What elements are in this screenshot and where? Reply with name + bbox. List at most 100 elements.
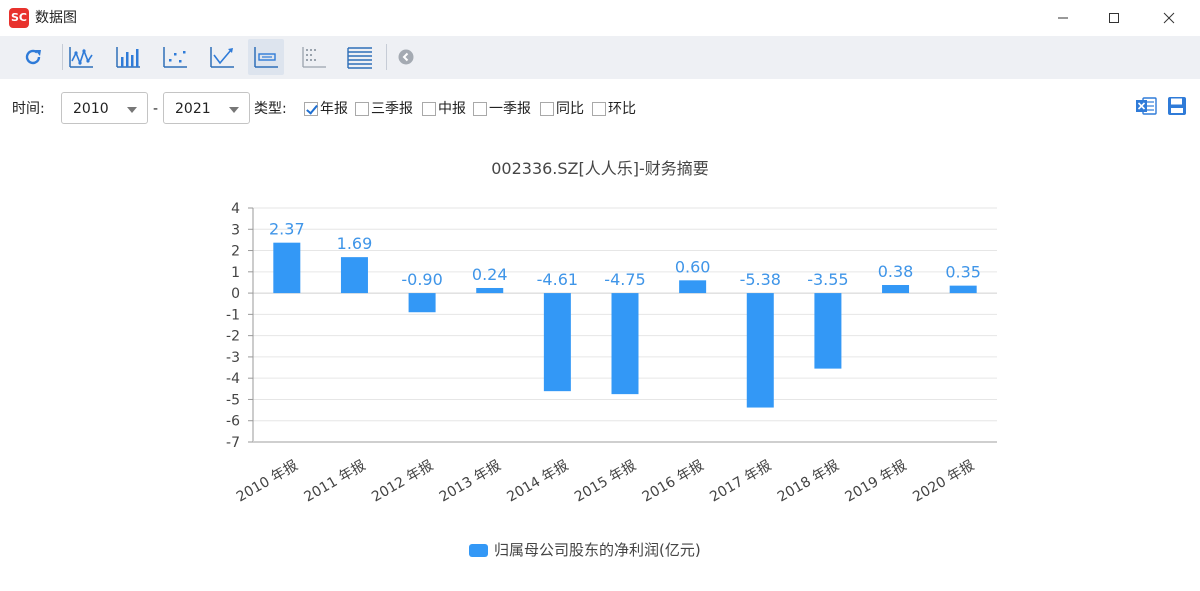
bar-chart-button[interactable] <box>110 39 146 75</box>
data-label: 1.69 <box>337 234 373 253</box>
table-lines-icon <box>347 47 372 69</box>
y-tick-label: -2 <box>226 329 240 345</box>
year-from-value: 2010 <box>73 101 109 117</box>
data-label: 0.24 <box>472 265 508 284</box>
chevron-down-icon <box>229 107 239 113</box>
chart-bar[interactable] <box>679 280 707 294</box>
chart-bar[interactable] <box>408 293 436 313</box>
refresh-button[interactable] <box>15 39 51 75</box>
legend-label: 归属母公司股东的净利润(亿元) <box>494 541 701 559</box>
save-button[interactable] <box>1166 95 1188 117</box>
data-label: 0.60 <box>675 257 711 276</box>
chart-bar[interactable] <box>340 257 368 294</box>
x-tick-label: 2016 年报 <box>640 458 707 506</box>
time-label: 时间: <box>12 101 45 117</box>
close-button[interactable] <box>1146 0 1192 36</box>
y-tick-label: 4 <box>231 201 240 217</box>
trend-chart-icon <box>210 47 234 68</box>
type-checkbox-q1[interactable]: 一季报 <box>473 100 531 118</box>
type-checkbox-interim[interactable]: 中报 <box>422 100 466 118</box>
line-chart-icon <box>69 47 93 68</box>
chart-bar[interactable] <box>814 293 842 369</box>
year-to-select[interactable]: 2021 <box>163 92 250 124</box>
x-tick-label: 2015 年报 <box>572 458 639 506</box>
data-label: 2.37 <box>269 220 305 239</box>
y-tick-label: -4 <box>226 371 240 387</box>
bar-chart-icon <box>116 47 140 68</box>
data-label: -4.75 <box>604 270 645 289</box>
type-label: 类型: <box>254 101 287 117</box>
filter-bar: 时间: 2010 - 2021 类型: 年报 三季报 中报 一季报 同比 环比 <box>0 90 1200 128</box>
chart-bar[interactable] <box>949 285 977 294</box>
toolbar-separator <box>62 44 63 70</box>
type-checkbox-label: 年报 <box>320 101 348 117</box>
x-tick-label: 2017 年报 <box>707 458 774 506</box>
maximize-button[interactable] <box>1091 0 1137 36</box>
chart-bar[interactable] <box>746 293 774 408</box>
data-label: -0.90 <box>401 270 442 289</box>
data-label-icon <box>254 47 278 68</box>
checkbox-qoq[interactable] <box>592 102 606 116</box>
type-checkbox-label: 一季报 <box>489 101 531 117</box>
y-tick-label: 0 <box>231 286 240 302</box>
type-checkbox-yoy[interactable]: 同比 <box>540 100 584 118</box>
type-checkbox-label: 环比 <box>608 101 636 117</box>
x-tick-label: 2019 年报 <box>843 458 910 506</box>
title-bar: SC 数据图 <box>0 0 1200 36</box>
x-tick-label: 2011 年报 <box>301 458 368 506</box>
year-to-value: 2021 <box>175 101 211 117</box>
y-tick-label: -7 <box>226 435 240 451</box>
type-checkbox-label: 三季报 <box>371 101 413 117</box>
close-icon <box>1163 12 1175 24</box>
chart-bar[interactable] <box>476 287 504 294</box>
chart-toolbar <box>0 36 1200 79</box>
checkbox-yoy[interactable] <box>540 102 554 116</box>
data-label: -4.61 <box>537 270 578 289</box>
type-checkbox-q3[interactable]: 三季报 <box>355 100 413 118</box>
data-label-button[interactable] <box>248 39 284 75</box>
type-checkbox-label: 同比 <box>556 101 584 117</box>
year-from-select[interactable]: 2010 <box>61 92 148 124</box>
checkbox-q3[interactable] <box>355 102 369 116</box>
y-tick-label: -1 <box>226 307 240 323</box>
type-checkbox-annual[interactable]: 年报 <box>304 100 348 118</box>
y-tick-label: -5 <box>226 392 240 408</box>
table-lines-button[interactable] <box>342 39 378 75</box>
checkbox-interim[interactable] <box>422 102 436 116</box>
horizontal-list-button[interactable] <box>296 39 332 75</box>
minimize-button[interactable] <box>1040 0 1086 36</box>
checkbox-q1[interactable] <box>473 102 487 116</box>
chart-bar[interactable] <box>273 242 301 294</box>
trend-chart-button[interactable] <box>204 39 240 75</box>
minimize-icon <box>1058 17 1068 19</box>
scatter-chart-icon <box>163 47 187 68</box>
y-tick-label: 3 <box>231 222 240 238</box>
x-tick-label: 2013 年报 <box>437 458 504 506</box>
chart-bar[interactable] <box>543 293 571 392</box>
excel-export-icon <box>1136 97 1157 115</box>
chart-title: 002336.SZ[人人乐]-财务摘要 <box>491 159 709 178</box>
type-checkbox-qoq[interactable]: 环比 <box>592 100 636 118</box>
chart-bar[interactable] <box>611 293 639 395</box>
app-logo-icon: SC <box>9 8 29 28</box>
data-label: 0.35 <box>945 263 981 282</box>
chart-bar[interactable] <box>882 285 910 294</box>
x-tick-label: 2012 年报 <box>369 458 436 506</box>
y-tick-label: -6 <box>226 414 240 430</box>
save-icon <box>1168 97 1186 115</box>
chevron-down-icon <box>127 107 137 113</box>
y-tick-label: 2 <box>231 244 240 260</box>
excel-export-button[interactable] <box>1135 95 1157 117</box>
data-label: -5.38 <box>740 270 781 289</box>
line-chart-button[interactable] <box>63 39 99 75</box>
collapse-button[interactable] <box>388 39 424 75</box>
legend-swatch[interactable] <box>469 544 488 557</box>
y-tick-label: 1 <box>231 265 240 281</box>
x-tick-label: 2020 年报 <box>910 458 977 506</box>
maximize-icon <box>1109 13 1119 23</box>
year-separator: - <box>153 101 159 117</box>
scatter-chart-button[interactable] <box>157 39 193 75</box>
collapse-left-icon <box>398 49 414 65</box>
checkbox-annual[interactable] <box>304 102 318 116</box>
type-checkbox-label: 中报 <box>438 101 466 117</box>
